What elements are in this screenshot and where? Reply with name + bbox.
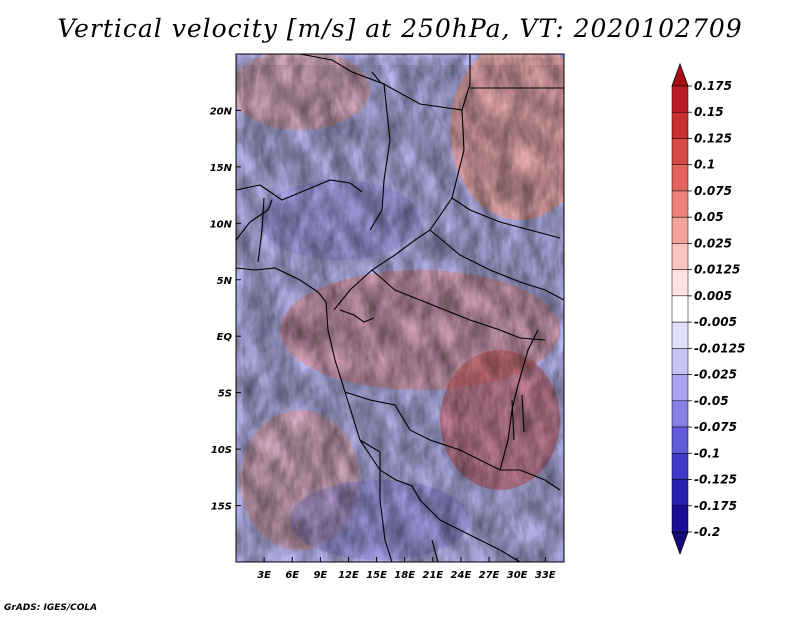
colorbar-bin bbox=[671, 111, 689, 139]
colorbar-bin bbox=[671, 321, 689, 349]
lon-tick-label: 27E bbox=[479, 570, 500, 581]
country-borders bbox=[236, 54, 564, 562]
colorbar-bin bbox=[671, 85, 689, 113]
lon-tick-label: 30E bbox=[507, 570, 528, 581]
colorbar-bin bbox=[671, 269, 689, 297]
lon-tick-label: 33E bbox=[535, 570, 556, 581]
colorbar-label: -0.05 bbox=[694, 394, 729, 408]
lon-tick-label: 6E bbox=[285, 570, 299, 581]
lat-tick-label: EQ bbox=[217, 332, 233, 343]
lon-tick-label: 24E bbox=[451, 570, 472, 581]
colorbar-label: 0.005 bbox=[694, 289, 732, 303]
longitude-axis: 3E 6E 9E 12E 15E 18E 21E 24E 27E 30E 33E bbox=[257, 557, 556, 581]
colorbar-label: 0.0125 bbox=[694, 263, 740, 277]
colorbar-label: -0.0125 bbox=[694, 341, 745, 355]
colorbar-bin bbox=[671, 348, 689, 375]
colorbar-label: -0.075 bbox=[694, 420, 737, 434]
colorbar-bin bbox=[671, 295, 689, 323]
colorbar-arrow-bottom bbox=[671, 531, 689, 556]
lat-tick-label: 10S bbox=[211, 445, 232, 456]
colorbar-label: 0.075 bbox=[694, 184, 732, 198]
colorbar: 0.175 0.15 0.125 0.1 0.075 0.05 0.025 0.0125 0.0… bbox=[671, 62, 745, 556]
lon-tick-label: 15E bbox=[366, 570, 387, 581]
colorbar-bin bbox=[671, 216, 689, 244]
lon-tick-label: 12E bbox=[338, 570, 359, 581]
colorbar-arrow-top bbox=[671, 62, 689, 87]
colorbar-bin bbox=[671, 190, 689, 218]
colorbar-bin bbox=[671, 400, 689, 428]
colorbar-label: -0.175 bbox=[694, 499, 737, 513]
colorbar-label: 0.1 bbox=[694, 158, 715, 172]
velocity-field bbox=[236, 54, 564, 562]
colorbar-label: -0.005 bbox=[694, 315, 737, 329]
lat-tick-label: 15S bbox=[211, 502, 232, 513]
lat-tick-label: 20N bbox=[210, 106, 233, 117]
lon-tick-label: 21E bbox=[422, 570, 443, 581]
colorbar-bin bbox=[671, 426, 689, 454]
lon-tick-label: 9E bbox=[313, 570, 327, 581]
colorbar-label: 0.175 bbox=[694, 79, 732, 93]
lat-tick-label: 10N bbox=[210, 219, 233, 230]
colorbar-bin bbox=[671, 138, 689, 165]
colorbar-label: 0.05 bbox=[694, 210, 724, 224]
lon-tick-label: 3E bbox=[257, 570, 271, 581]
colorbar-bin bbox=[671, 164, 689, 192]
lon-tick-label: 18E bbox=[394, 570, 415, 581]
colorbar-bin bbox=[671, 243, 689, 270]
lat-tick-label: 15N bbox=[210, 163, 233, 174]
colorbar-label: 0.125 bbox=[694, 131, 732, 145]
colorbar-label: -0.2 bbox=[694, 525, 720, 539]
map-frame bbox=[235, 53, 565, 563]
chart-title: Vertical velocity [m/s] at 250hPa, VT: 2… bbox=[57, 14, 743, 43]
colorbar-label: 0.15 bbox=[694, 105, 724, 119]
colorbar-label: 0.025 bbox=[694, 236, 732, 250]
colorbar-label: -0.125 bbox=[694, 473, 737, 487]
colorbar-bin bbox=[671, 374, 689, 402]
colorbar-bin bbox=[671, 479, 689, 507]
colorbar-label: -0.1 bbox=[694, 446, 720, 460]
colorbar-bin bbox=[671, 505, 689, 533]
footer-credit: GrADS: IGES/COLA bbox=[4, 603, 98, 613]
colorbar-bin bbox=[671, 453, 689, 480]
latitude-axis: 20N 15N 10N 5N EQ 5S 10S 15S bbox=[210, 106, 241, 513]
colorbar-label: -0.025 bbox=[694, 368, 737, 382]
lat-tick-label: 5S bbox=[218, 389, 232, 400]
lat-tick-label: 5N bbox=[217, 276, 233, 287]
